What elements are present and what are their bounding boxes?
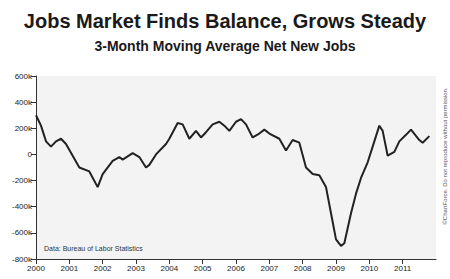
svg-text:-800k: -800k [12,255,33,264]
svg-text:2010: 2010 [360,264,378,273]
svg-text:-400k: -400k [12,202,33,211]
svg-text:-600k: -600k [12,228,33,237]
svg-text:2002: 2002 [94,264,112,273]
svg-text:2009: 2009 [327,264,345,273]
svg-text:2007: 2007 [260,264,278,273]
svg-text:2004: 2004 [160,264,178,273]
svg-text:2000: 2000 [27,264,45,273]
svg-text:2008: 2008 [294,264,312,273]
svg-text:2011: 2011 [394,264,412,273]
svg-text:0: 0 [28,150,33,159]
svg-text:600k: 600k [15,72,33,81]
svg-text:-200k: -200k [12,176,33,185]
svg-text:2001: 2001 [60,264,78,273]
svg-text:2005: 2005 [194,264,212,273]
svg-text:400k: 400k [15,98,33,107]
svg-text:2003: 2003 [127,264,145,273]
svg-text:200k: 200k [15,124,33,133]
svg-text:©ChartForce. Do not reproduce: ©ChartForce. Do not reproduce without pe… [442,87,448,224]
svg-text:Data: Bureau of Labor Statisti: Data: Bureau of Labor Statistics [44,245,143,252]
svg-text:3-Month Moving Average Net New: 3-Month Moving Average Net New Jobs [94,38,355,54]
svg-text:2006: 2006 [227,264,245,273]
svg-text:Jobs Market Finds Balance, Gro: Jobs Market Finds Balance, Grows Steady [24,10,427,32]
